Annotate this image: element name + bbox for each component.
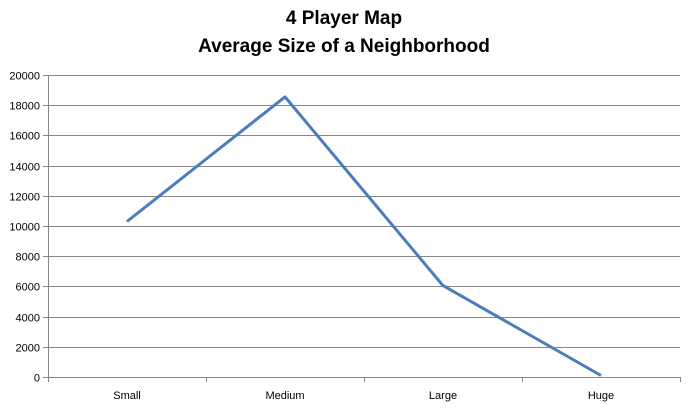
y-tick-label: 18000 [9,101,40,113]
data-point [284,95,287,98]
series-layer [126,95,603,377]
series-line [126,95,602,377]
y-tick-label: 8000 [16,252,40,264]
data-point [126,220,129,223]
y-tick-label: 16000 [9,131,40,143]
x-tick-label: Small [113,390,141,402]
y-tick-label: 12000 [9,192,40,204]
x-axis-tick-labels: Small Medium Large Huge [113,390,614,402]
y-tick-label: 0 [34,373,40,385]
axes [43,75,681,382]
y-tick-label: 14000 [9,162,40,174]
chart-title-group: 4 Player Map Average Size of a Neighborh… [198,8,490,57]
x-tick-label: Medium [265,390,304,402]
x-tick-label: Huge [588,390,614,402]
y-tick-label: 2000 [16,343,40,355]
y-axis-tick-labels: 0 2000 4000 6000 8000 10000 12000 14000 16000 180… [9,71,40,385]
y-tick-label: 4000 [16,313,40,325]
y-tick-label: 20000 [9,71,40,83]
chart-subtitle: Average Size of a Neighborhood [198,36,490,57]
data-point [442,284,445,287]
x-tick-label: Large [429,390,457,402]
data-point [600,374,603,377]
gridlines [48,75,680,348]
chart-title: 4 Player Map [286,8,402,29]
y-tick-label: 6000 [16,282,40,294]
y-tick-label: 10000 [9,222,40,234]
